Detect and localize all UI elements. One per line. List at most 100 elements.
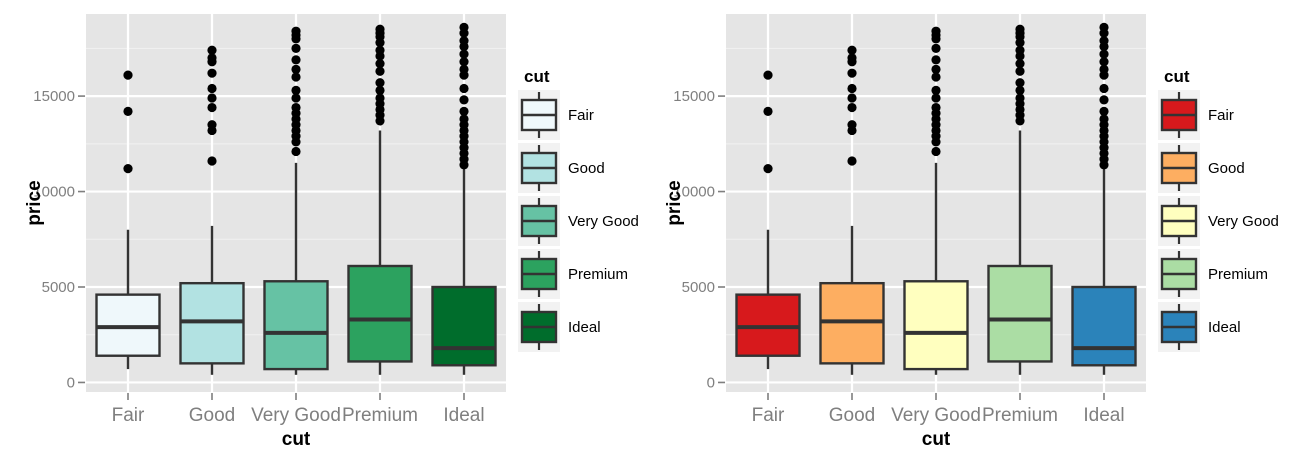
chart1-y-tick-label: 10000	[673, 184, 715, 201]
outlier-point	[1015, 85, 1025, 95]
chart1-x-tick-label-premium: Premium	[982, 405, 1058, 426]
outlier-point	[1015, 24, 1025, 34]
outlier-point	[375, 59, 385, 69]
chart0-x-tick-label-premium: Premium	[342, 405, 418, 426]
legend-label: Good	[1208, 160, 1245, 177]
outlier-point	[1099, 36, 1109, 46]
legend-label: Very Good	[568, 213, 639, 230]
outlier-point	[207, 120, 217, 130]
outlier-point	[1099, 106, 1109, 116]
outlier-point	[1015, 59, 1025, 69]
outlier-point	[1099, 57, 1109, 67]
chart0-legend-key-good: Good	[518, 143, 605, 193]
outlier-point	[207, 53, 217, 63]
outlier-point	[459, 106, 469, 116]
outlier-point	[1099, 22, 1109, 32]
chart0-y-axis-title: price	[24, 180, 45, 225]
outlier-point	[1099, 95, 1109, 105]
legend-label: Premium	[568, 266, 628, 283]
chart1-box-premium	[987, 24, 1053, 375]
outlier-point	[375, 85, 385, 95]
chart1-y-tick-label: 0	[707, 374, 715, 391]
chart0-box-premium	[347, 24, 413, 375]
outlier-point	[375, 78, 385, 88]
chart0-legend-key-fair: Fair	[518, 90, 594, 140]
outlier-point	[207, 102, 217, 113]
outlier-point	[931, 26, 941, 36]
box-body	[987, 264, 1053, 363]
legend-label: Fair	[1208, 107, 1234, 124]
chart1-legend-key-fair: Fair	[1158, 90, 1234, 140]
outlier-point	[763, 106, 773, 116]
outlier-point	[207, 45, 217, 55]
chart0-box-ideal	[431, 22, 497, 375]
legend-label: Good	[568, 160, 605, 177]
chart0-y-tick-label: 5000	[42, 279, 75, 296]
outlier-point	[1099, 83, 1109, 94]
chart0-box-good	[179, 45, 245, 375]
outlier-point	[459, 49, 469, 59]
outlier-point	[931, 146, 941, 157]
chart0-x-tick-label-very-good: Very Good	[251, 405, 341, 426]
box-body	[347, 264, 413, 363]
outlier-point	[847, 120, 857, 130]
chart1-legend-key-very-good: Very Good	[1158, 196, 1279, 246]
outlier-point	[291, 146, 301, 157]
outlier-point	[123, 106, 133, 116]
outlier-point	[375, 45, 385, 55]
outlier-point	[459, 95, 469, 105]
outlier-point	[375, 24, 385, 34]
outlier-point	[459, 114, 469, 124]
outlier-point	[459, 22, 469, 32]
legend-label: Ideal	[1208, 319, 1241, 336]
box-body	[903, 280, 969, 371]
outlier-point	[375, 66, 385, 76]
chart1-box-good	[819, 45, 885, 375]
outlier-point	[207, 83, 217, 94]
chart1-y-tick-label: 15000	[673, 88, 715, 105]
chart1-box-very-good	[903, 26, 969, 375]
outlier-point	[763, 164, 773, 174]
chart1-legend-key-premium: Premium	[1158, 249, 1268, 299]
outlier-point	[207, 68, 217, 78]
chart1-y-axis-title: price	[664, 180, 685, 225]
legend-label: Premium	[1208, 266, 1268, 283]
chart0-legend-title: cut	[524, 67, 550, 86]
outlier-point	[931, 43, 941, 53]
chart1-y-tick-label: 5000	[682, 279, 715, 296]
chart1-x-tick-label-good: Good	[829, 405, 875, 426]
box-body	[431, 285, 497, 367]
outlier-point	[291, 55, 301, 65]
outlier-point	[291, 85, 301, 95]
chart1-legend-title: cut	[1164, 67, 1190, 86]
outlier-point	[291, 64, 301, 74]
outlier-point	[1015, 93, 1025, 103]
outlier-point	[931, 64, 941, 74]
outlier-point	[1099, 64, 1109, 74]
chart0-x-tick-label-good: Good	[189, 405, 235, 426]
outlier-point	[207, 93, 217, 103]
chart1-box-fair	[735, 70, 801, 370]
chart1-box-ideal	[1071, 22, 1137, 375]
outlier-point	[931, 55, 941, 65]
legend-label: Ideal	[568, 319, 601, 336]
outlier-point	[931, 85, 941, 95]
outlier-point	[459, 57, 469, 67]
chart0-y-tick-label: 10000	[33, 184, 75, 201]
outlier-point	[847, 68, 857, 78]
chart1-x-tick-label-very-good: Very Good	[891, 405, 981, 426]
chart1-legend-key-good: Good	[1158, 143, 1245, 193]
outlier-point	[931, 102, 941, 113]
outlier-point	[123, 70, 133, 80]
outlier-point	[291, 102, 301, 113]
legend-label: Very Good	[1208, 213, 1279, 230]
outlier-point	[847, 93, 857, 103]
outlier-point	[1015, 45, 1025, 55]
box-body	[263, 280, 329, 371]
outlier-point	[291, 93, 301, 103]
outlier-point	[1015, 66, 1025, 76]
outlier-point	[291, 26, 301, 36]
outlier-point	[847, 156, 857, 166]
box-body	[1071, 285, 1137, 367]
